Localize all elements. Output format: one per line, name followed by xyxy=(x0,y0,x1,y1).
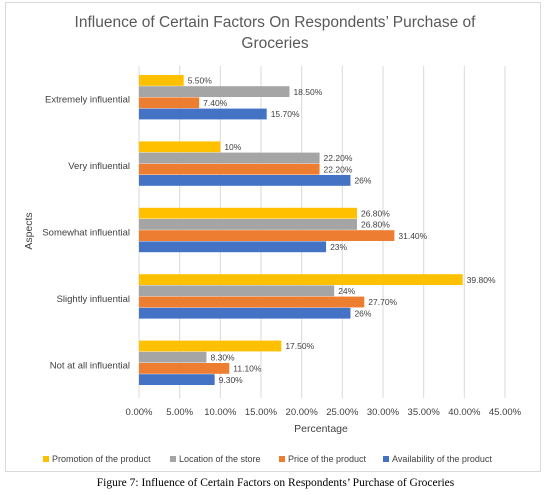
bar xyxy=(139,219,357,230)
data-label: 26.80% xyxy=(361,208,390,218)
chart-title-line-2: Groceries xyxy=(241,35,308,52)
data-label: 10% xyxy=(224,142,241,152)
data-label: 22.20% xyxy=(324,164,353,174)
data-label: 9.30% xyxy=(219,375,244,385)
bar xyxy=(139,340,282,352)
bar xyxy=(139,97,200,109)
data-label: 26% xyxy=(354,308,371,318)
category-label: Extremely influential xyxy=(45,95,130,106)
x-tick-label: 45.00% xyxy=(489,407,522,418)
bar xyxy=(139,141,221,153)
x-tick-label: 25.00% xyxy=(326,407,359,418)
bar xyxy=(139,175,351,186)
data-label: 23% xyxy=(330,242,347,252)
bar xyxy=(139,274,463,285)
figure-caption: Figure 7: Influence of Certain Factors o… xyxy=(96,477,455,489)
bar xyxy=(139,296,365,308)
legend: Promotion of the product Location of the … xyxy=(43,454,492,464)
y-axis-title: Aspects xyxy=(23,212,35,249)
bar xyxy=(139,152,320,164)
data-label: 11.10% xyxy=(233,364,262,374)
chart-title-line-1: Influence of Certain Factors On Responde… xyxy=(75,14,477,31)
bar xyxy=(139,75,184,86)
bar xyxy=(139,207,357,219)
data-label: 39.80% xyxy=(467,275,496,285)
data-label: 8.30% xyxy=(211,352,236,362)
bars: 5.50%18.50%7.40%15.70%10%22.20%22.20%26%… xyxy=(139,75,496,385)
bar xyxy=(139,285,335,297)
bar xyxy=(139,108,267,120)
bar xyxy=(139,307,351,319)
bar xyxy=(139,230,395,241)
legend-label: Availability of the product xyxy=(392,454,492,464)
legend-label: Location of the store xyxy=(179,454,261,464)
x-tick-labels: 0.00% 5.00% 10.00% 15.00% 20.00% 25.00% 30.00%… xyxy=(126,407,522,418)
x-tick-label: 20.00% xyxy=(286,407,319,418)
legend-label: Promotion of the product xyxy=(52,454,151,464)
bar xyxy=(139,163,320,175)
bar xyxy=(139,374,215,385)
legend-swatch xyxy=(279,456,285,462)
data-label: 5.50% xyxy=(188,76,213,86)
category-label: Somewhat influential xyxy=(42,228,130,239)
data-label: 17.50% xyxy=(285,341,314,351)
x-tick-label: 10.00% xyxy=(204,407,237,418)
legend-swatch xyxy=(383,456,389,462)
x-tick-label: 35.00% xyxy=(408,407,441,418)
legend-swatch xyxy=(170,456,176,462)
x-tick-label: 15.00% xyxy=(245,407,278,418)
data-label: 7.40% xyxy=(203,98,228,108)
data-label: 15.70% xyxy=(271,109,300,119)
legend-label: Price of the product xyxy=(288,454,367,464)
x-tick-label: 30.00% xyxy=(367,407,400,418)
data-label: 26% xyxy=(354,176,371,186)
data-label: 24% xyxy=(338,286,355,296)
bar xyxy=(139,351,207,363)
bar xyxy=(139,363,230,374)
x-axis-title: Percentage xyxy=(294,423,348,435)
category-label: Not at all influential xyxy=(50,360,130,371)
data-label: 18.50% xyxy=(293,87,322,97)
data-label: 27.70% xyxy=(368,297,397,307)
category-labels: Extremely influential Very influential Som… xyxy=(42,95,130,372)
category-label: Slightly influential xyxy=(57,294,130,305)
legend-swatch xyxy=(43,456,49,462)
category-label: Very influential xyxy=(68,161,130,172)
x-tick-label: 0.00% xyxy=(126,407,153,418)
x-tick-label: 5.00% xyxy=(166,407,193,418)
bar xyxy=(139,86,290,97)
data-label: 26.80% xyxy=(361,220,390,230)
data-label: 22.20% xyxy=(324,153,353,163)
bar xyxy=(139,241,327,253)
bar-chart: Influence of Certain Factors On Responde… xyxy=(23,14,522,464)
data-label: 31.40% xyxy=(398,231,427,241)
x-tick-label: 40.00% xyxy=(448,407,481,418)
